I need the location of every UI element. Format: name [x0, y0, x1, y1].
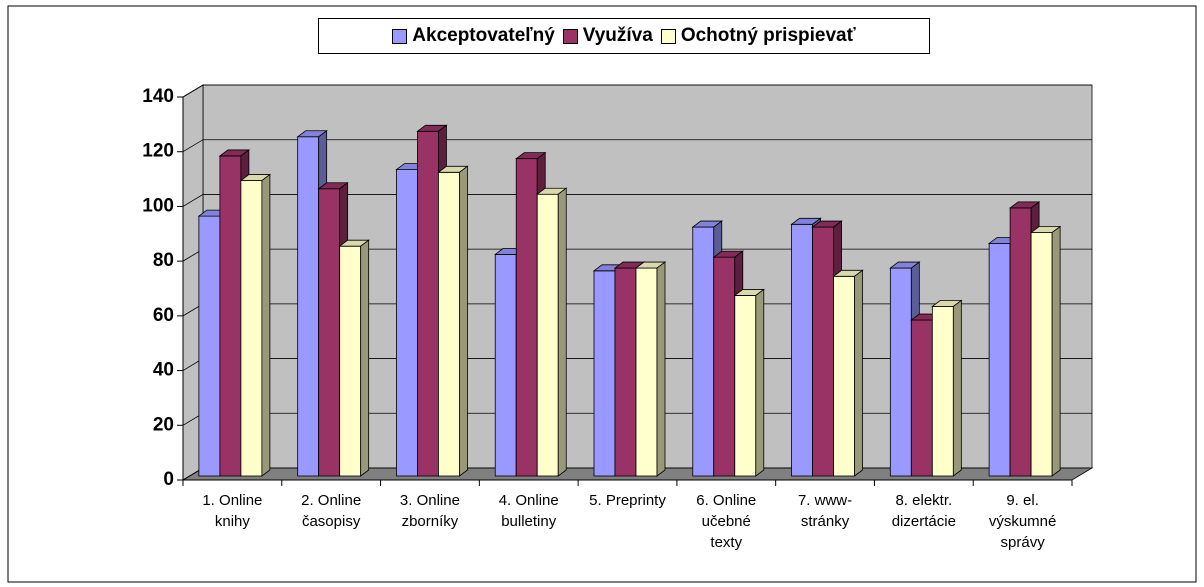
- legend-label: Akceptovateľný: [412, 25, 555, 46]
- bar: [198, 215, 221, 477]
- bar: [692, 226, 715, 477]
- bar: [614, 267, 637, 477]
- bar-side: [854, 269, 863, 477]
- x-tick-label: 9. el. výskumné správy: [988, 492, 1057, 551]
- x-tick-label: 1. Online knihy: [202, 492, 263, 530]
- bar-side: [755, 288, 765, 477]
- bar: [396, 169, 418, 477]
- x-tick-label: 6. Online učebné texty: [696, 492, 757, 551]
- bar: [1009, 207, 1032, 477]
- y-tick-label: 40: [153, 360, 174, 381]
- bar: [988, 243, 1011, 477]
- x-tick-label: 5. Preprinty: [589, 492, 666, 509]
- legend-label: Ochotný prispievať: [680, 25, 856, 46]
- x-tick-label: 4. Online bulletiny: [498, 492, 559, 530]
- x-tick-label: 8. elektr. dizertácie: [891, 492, 956, 530]
- bar-side: [459, 165, 468, 477]
- bar: [339, 245, 362, 477]
- legend-item: Akceptovateľný: [392, 25, 555, 47]
- grid-line: [182, 84, 1092, 98]
- bar-side: [1051, 225, 1061, 477]
- bar: [791, 223, 813, 477]
- y-tick-label: 120: [142, 141, 174, 162]
- legend-item: Ochotný prispievať: [660, 25, 856, 47]
- bar: [812, 226, 834, 477]
- x-tick-label: 3. Online zborníky: [399, 492, 460, 530]
- legend-item: Využíva: [562, 25, 653, 47]
- bar: [438, 171, 460, 477]
- bar: [417, 130, 439, 477]
- bar: [318, 188, 341, 477]
- bar: [536, 193, 559, 477]
- legend-swatch: [562, 28, 578, 44]
- grid-line: [182, 139, 1092, 153]
- bar: [494, 254, 517, 477]
- bar: [515, 158, 538, 477]
- y-tick-label: 60: [153, 305, 174, 326]
- bar: [297, 136, 320, 477]
- bar: [240, 180, 263, 477]
- x-tick-label: 2. Online časopisy: [301, 492, 362, 530]
- bar-side: [656, 261, 666, 477]
- bar: [910, 319, 933, 477]
- legend-swatch: [392, 28, 408, 44]
- bar: [833, 275, 855, 477]
- grid-line: [182, 194, 1092, 207]
- bar: [889, 267, 912, 477]
- legend-label: Využíva: [582, 25, 653, 46]
- bar: [713, 256, 736, 477]
- bar-side: [360, 239, 370, 477]
- y-tick-label: 100: [142, 195, 174, 216]
- bar-side: [557, 187, 567, 477]
- legend-swatch: [660, 28, 676, 44]
- y-tick-label: 140: [142, 86, 174, 107]
- bar-side: [261, 173, 271, 477]
- y-tick-label: 0: [163, 469, 174, 490]
- bar: [219, 155, 242, 477]
- bar: [593, 270, 616, 477]
- bar-side: [952, 299, 962, 477]
- bar: [931, 305, 954, 477]
- chart-border: [7, 5, 1197, 583]
- y-tick-label: 20: [153, 414, 174, 435]
- x-tick-label: 7. www-stránky: [797, 492, 853, 530]
- bar: [635, 267, 658, 477]
- y-tick-label: 80: [153, 250, 174, 271]
- bar: [734, 295, 757, 477]
- legend: Akceptovateľný Využíva Ochotný prispievať: [318, 18, 930, 54]
- bar: [1030, 232, 1053, 477]
